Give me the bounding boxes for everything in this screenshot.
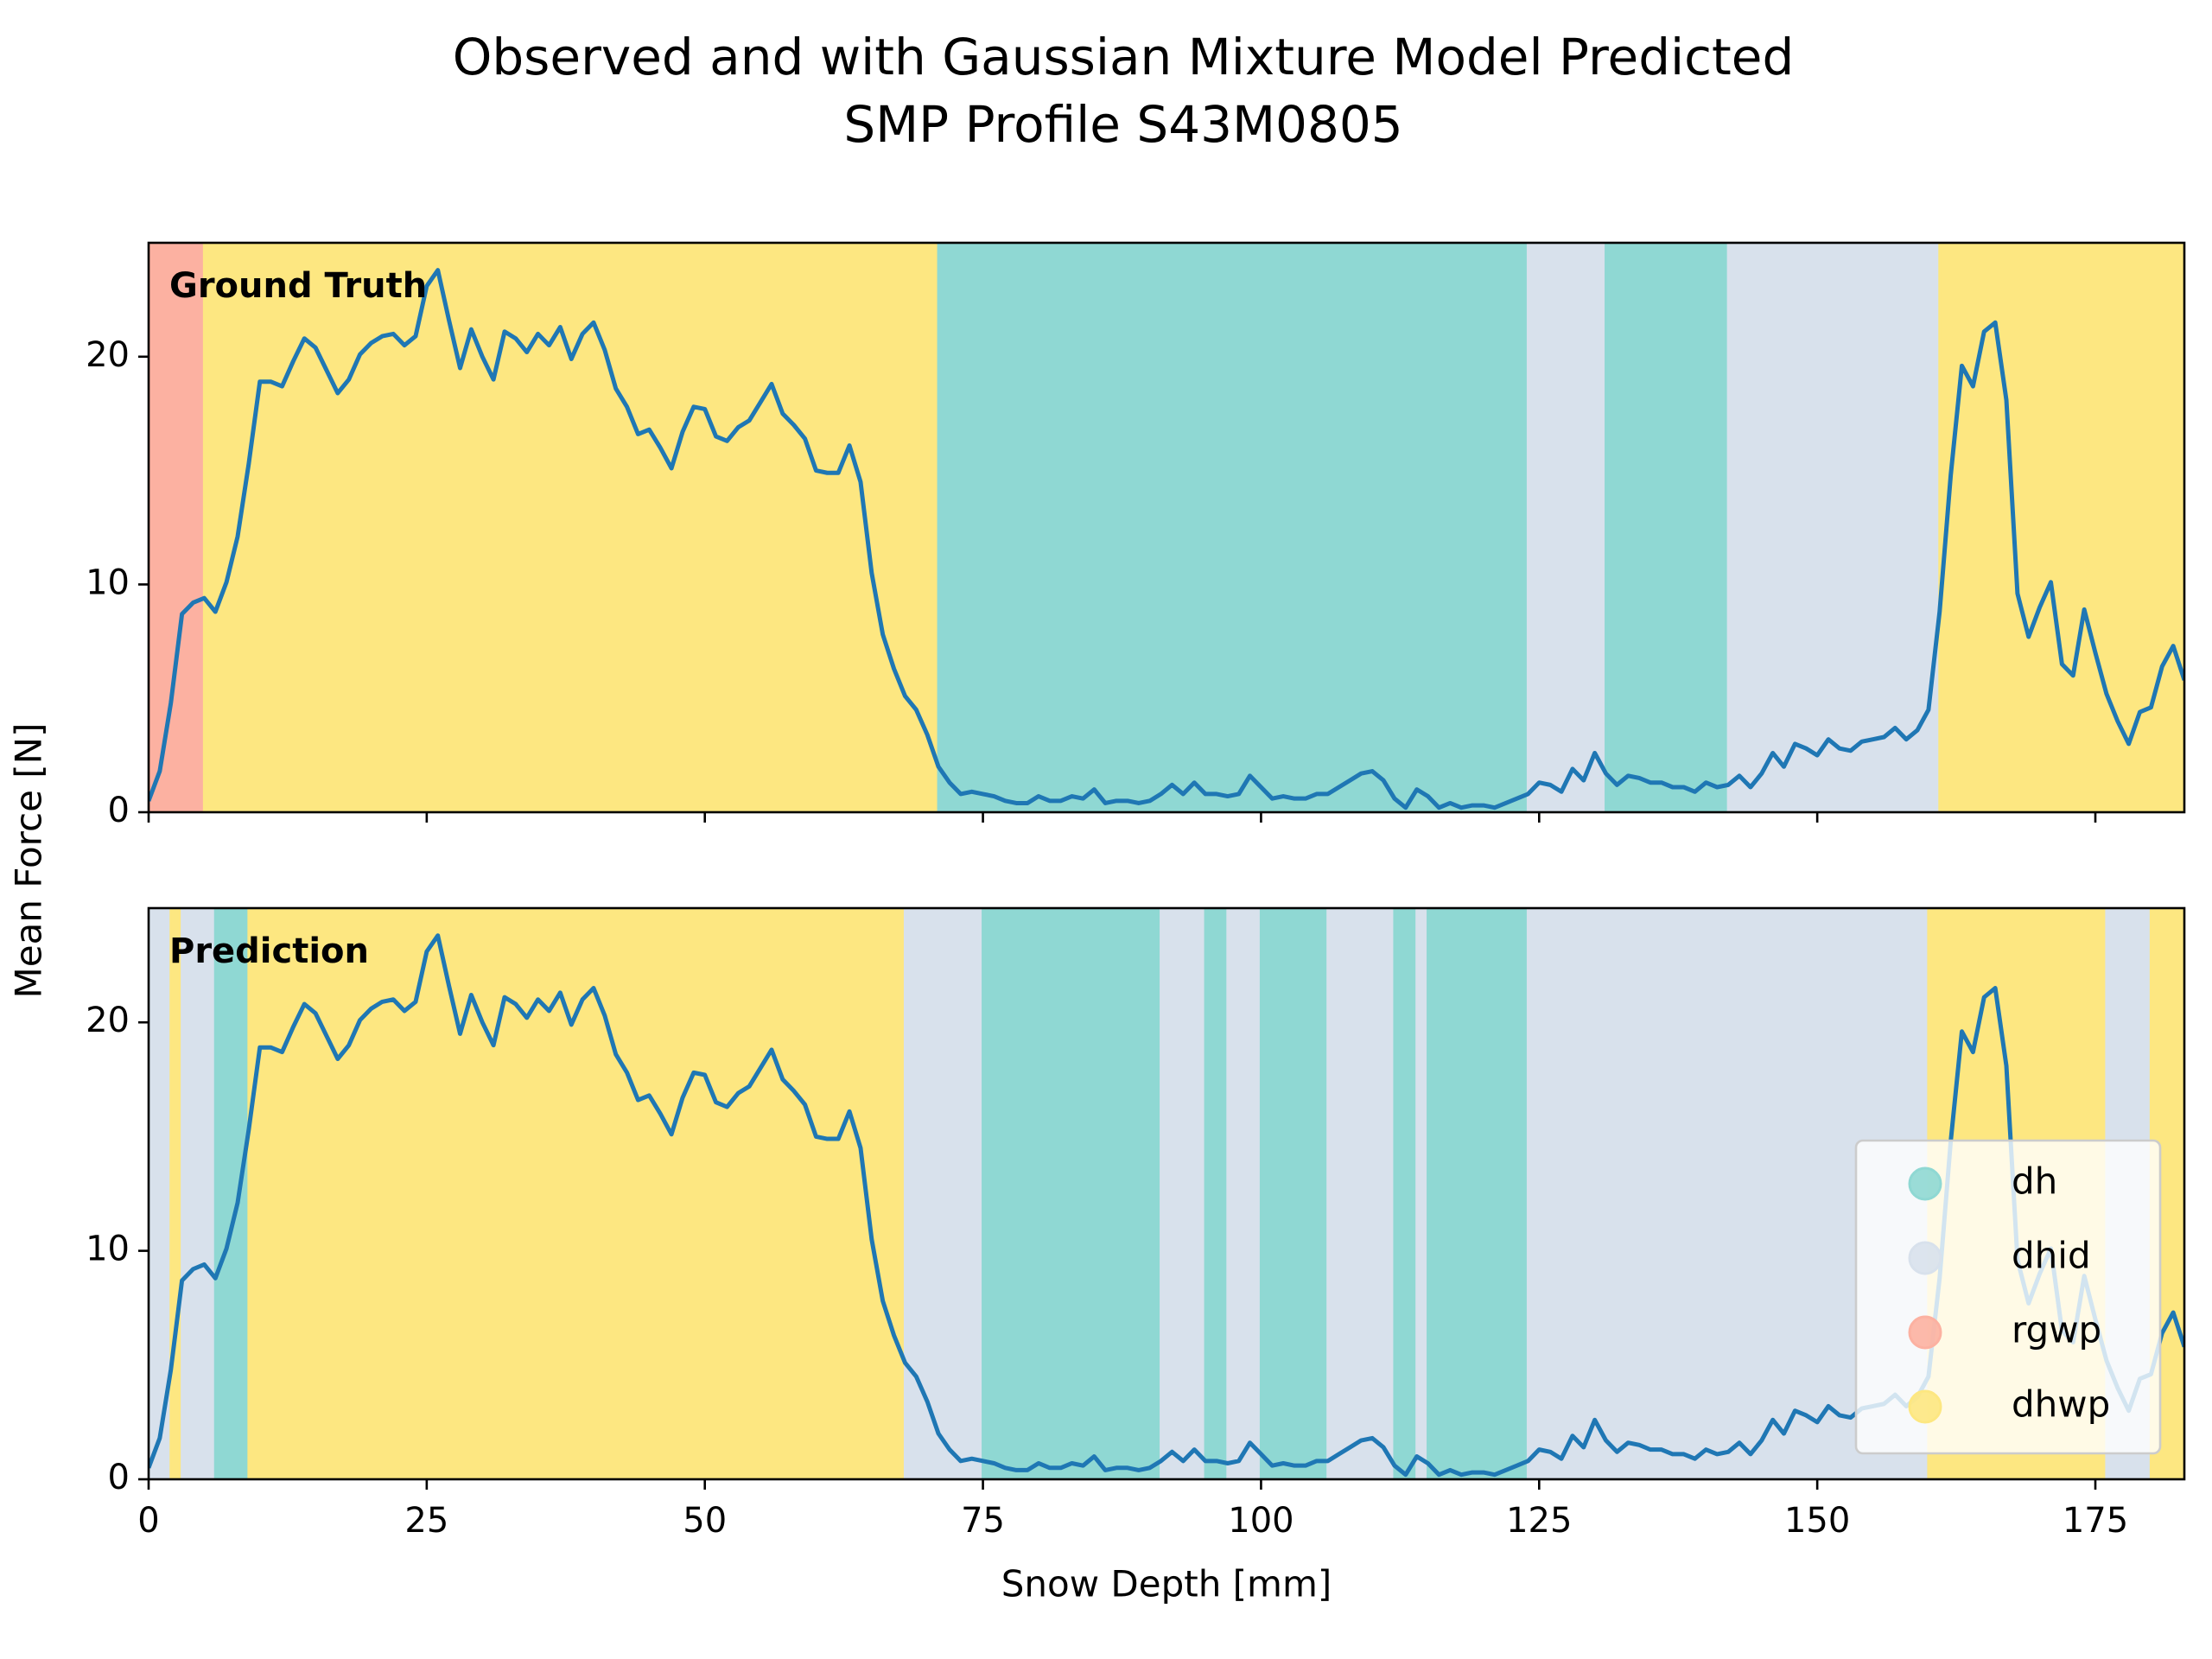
class-band <box>1726 243 1942 812</box>
legend-label: dh <box>2012 1160 2057 1203</box>
x-tick-label: 100 <box>1228 1501 1294 1541</box>
legend-marker <box>1908 1241 1942 1275</box>
class-band <box>1605 243 1730 812</box>
class-band <box>982 908 1163 1479</box>
x-tick-label: 25 <box>404 1501 448 1541</box>
force-line <box>149 268 2184 810</box>
legend-label: rgwp <box>2012 1309 2101 1351</box>
legend-marker <box>1908 1166 1942 1201</box>
y-tick-label: 0 <box>108 1458 130 1497</box>
y-axis-label: Mean Force [N] <box>8 723 50 999</box>
class-band <box>213 908 251 1479</box>
class-band <box>202 243 940 812</box>
figure-title: SMP Profile S43M0805 <box>843 95 1402 154</box>
figure-title: Observed and with Gaussian Mixture Model… <box>453 28 1795 86</box>
class-band <box>1393 908 1419 1479</box>
plot-area <box>149 243 2184 812</box>
x-tick-label: 0 <box>137 1501 159 1541</box>
x-tick-label: 75 <box>961 1501 1005 1541</box>
class-band <box>181 908 217 1479</box>
legend-marker <box>1908 1389 1942 1424</box>
class-band <box>1204 908 1230 1479</box>
class-band <box>1326 908 1396 1479</box>
legend-box <box>1854 1139 2162 1455</box>
class-band <box>1226 908 1262 1479</box>
class-band <box>1415 908 1430 1479</box>
class-band <box>1160 908 1207 1479</box>
class-band <box>169 908 184 1479</box>
x-tick-label: 125 <box>1506 1501 1572 1541</box>
force-line <box>149 933 2184 1478</box>
x-tick-label: 50 <box>683 1501 727 1541</box>
class-band <box>1259 908 1330 1479</box>
y-tick-label: 20 <box>86 335 130 375</box>
panel-label: Ground Truth <box>169 266 427 306</box>
y-tick-label: 10 <box>86 563 130 602</box>
x-tick-label: 175 <box>2063 1501 2128 1541</box>
panel-label: Prediction <box>169 931 369 971</box>
class-band <box>903 908 985 1479</box>
legend-label: dhid <box>2012 1235 2091 1277</box>
class-band <box>1526 243 1608 812</box>
y-tick-label: 0 <box>108 791 130 830</box>
x-axis-label: Snow Depth [mm] <box>1001 1563 1332 1605</box>
legend-marker <box>1908 1315 1942 1350</box>
class-band <box>937 243 1529 812</box>
y-tick-label: 20 <box>86 1001 130 1040</box>
axes-frame <box>147 241 2186 814</box>
legend-label: dhwp <box>2012 1383 2110 1426</box>
class-band <box>149 243 206 812</box>
axes-frame <box>147 906 2186 1481</box>
class-band <box>247 908 906 1479</box>
class-band <box>1427 908 1529 1479</box>
class-band <box>1938 243 2184 812</box>
x-tick-label: 150 <box>1784 1501 1850 1541</box>
y-tick-label: 10 <box>86 1230 130 1269</box>
